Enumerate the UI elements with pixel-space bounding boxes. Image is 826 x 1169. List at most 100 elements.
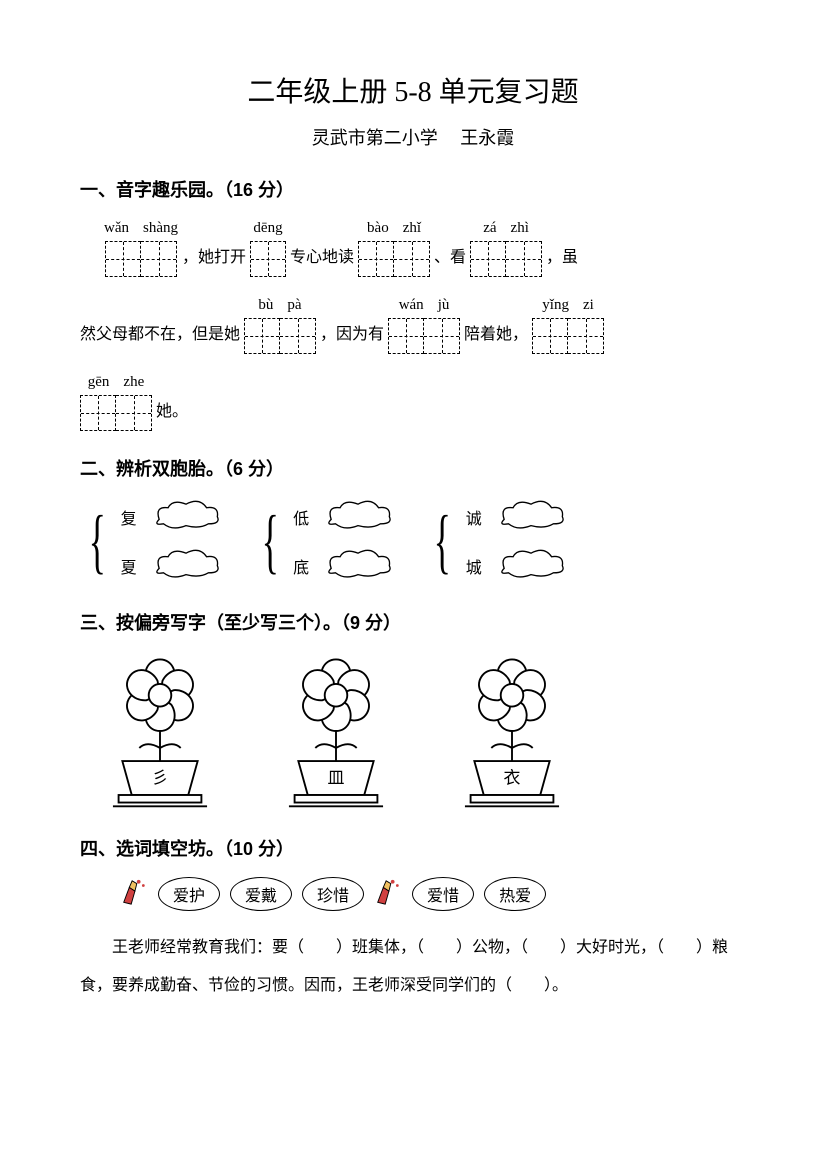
char-cell[interactable] bbox=[80, 395, 116, 431]
char-cell[interactable] bbox=[116, 395, 152, 431]
pair-char: 低 bbox=[293, 505, 309, 529]
author-name: 王永霞 bbox=[460, 128, 514, 148]
flower-pot[interactable]: 衣 bbox=[442, 651, 582, 811]
char-grid[interactable] bbox=[358, 241, 430, 277]
char-cell[interactable] bbox=[358, 241, 394, 277]
pair-column: 低底 bbox=[293, 497, 401, 585]
s1-line-3: gēnzhe 她。 bbox=[80, 372, 746, 431]
crayon-decoration bbox=[120, 878, 148, 911]
wordbank-word: 珍惜 bbox=[302, 877, 364, 911]
brace-icon: { bbox=[89, 505, 106, 577]
wordbank-word: 热爱 bbox=[484, 877, 546, 911]
pair-row: 底 bbox=[293, 546, 401, 585]
wordbank-word: 爱护 bbox=[158, 877, 220, 911]
wordbank-word: 爱惜 bbox=[412, 877, 474, 911]
answer-cloud[interactable] bbox=[488, 497, 574, 536]
char-cell[interactable] bbox=[568, 318, 604, 354]
char-grid[interactable] bbox=[388, 318, 460, 354]
pair-row: 夏 bbox=[121, 546, 229, 585]
inline-text: ，她打开 bbox=[182, 247, 246, 277]
char-cell[interactable] bbox=[424, 318, 460, 354]
crayon-decoration bbox=[374, 878, 402, 911]
page-subtitle: 灵武市第二小学 王永霞 bbox=[80, 124, 746, 150]
pinyin-syllable: wǎn bbox=[104, 218, 129, 239]
pinyin-box: gēnzhe bbox=[80, 372, 152, 431]
char-grid[interactable] bbox=[105, 241, 177, 277]
char-cell[interactable] bbox=[394, 241, 430, 277]
pair-char: 城 bbox=[466, 554, 482, 578]
inline-text: ，虽 bbox=[546, 247, 578, 277]
pinyin-syllable: shàng bbox=[143, 218, 178, 239]
char-grid[interactable] bbox=[250, 241, 286, 277]
char-cell[interactable] bbox=[506, 241, 542, 277]
pinyin-syllable: zhe bbox=[123, 372, 144, 393]
answer-cloud[interactable] bbox=[143, 497, 229, 536]
pinyin-syllable: dēng bbox=[253, 218, 282, 239]
pinyin-row: yǐngzi bbox=[542, 295, 594, 316]
page-title: 二年级上册 5-8 单元复习题 bbox=[80, 70, 746, 110]
char-cell[interactable] bbox=[470, 241, 506, 277]
char-cell[interactable] bbox=[280, 318, 316, 354]
char-cell[interactable] bbox=[250, 241, 286, 277]
pinyin-row: dēng bbox=[253, 218, 282, 239]
s4-wordbank: 爱护爱戴珍惜 爱惜热爱 bbox=[120, 877, 746, 911]
brace-icon: { bbox=[261, 505, 278, 577]
section-2-heading: 二、辨析双胞胎。（6 分） bbox=[80, 455, 746, 481]
pinyin-row: gēnzhe bbox=[88, 372, 145, 393]
char-cell[interactable] bbox=[141, 241, 177, 277]
pair-row: 诚 bbox=[466, 497, 574, 536]
pinyin-syllable: zhǐ bbox=[403, 218, 421, 239]
answer-cloud[interactable] bbox=[488, 546, 574, 585]
cloud-icon bbox=[488, 497, 574, 531]
char-grid[interactable] bbox=[532, 318, 604, 354]
pair-row: 城 bbox=[466, 546, 574, 585]
radical-label: 衣 bbox=[504, 769, 521, 788]
pinyin-box: yǐngzi bbox=[532, 295, 604, 354]
inline-text: 陪着她， bbox=[464, 324, 528, 354]
pinyin-syllable: wán bbox=[399, 295, 424, 316]
pinyin-syllable: bào bbox=[367, 218, 389, 239]
school-name: 灵武市第二小学 bbox=[312, 128, 438, 148]
char-grid[interactable] bbox=[244, 318, 316, 354]
pinyin-box: bàozhǐ bbox=[358, 218, 430, 277]
cloud-icon bbox=[143, 497, 229, 531]
pinyin-row: zázhì bbox=[483, 218, 529, 239]
char-cell[interactable] bbox=[532, 318, 568, 354]
pinyin-box: dēng bbox=[250, 218, 286, 277]
radical-label: 彡 bbox=[152, 769, 169, 788]
s3-flowers: 彡 皿 衣 bbox=[90, 651, 746, 811]
pinyin-row: bùpà bbox=[258, 295, 301, 316]
char-pair: { 诚城 bbox=[425, 497, 574, 585]
pair-char: 复 bbox=[121, 505, 137, 529]
char-cell[interactable] bbox=[244, 318, 280, 354]
radical-label: 皿 bbox=[328, 769, 345, 788]
pair-char: 夏 bbox=[121, 554, 137, 578]
pinyin-row: wánjù bbox=[399, 295, 450, 316]
answer-cloud[interactable] bbox=[315, 546, 401, 585]
flower-pot[interactable]: 彡 bbox=[90, 651, 230, 811]
answer-cloud[interactable] bbox=[143, 546, 229, 585]
inline-text: 、看 bbox=[434, 247, 466, 277]
pinyin-syllable: yǐng bbox=[542, 295, 569, 316]
answer-cloud[interactable] bbox=[315, 497, 401, 536]
brace-icon: { bbox=[434, 505, 451, 577]
char-cell[interactable] bbox=[105, 241, 141, 277]
pair-row: 复 bbox=[121, 497, 229, 536]
char-grid[interactable] bbox=[80, 395, 152, 431]
pinyin-box: wánjù bbox=[388, 295, 460, 354]
crayon-icon bbox=[120, 878, 148, 906]
s1-line-1: wǎn shàng，她打开 dēng 专心地读 bàozhǐ 、看 zázhì ，虽 bbox=[104, 218, 746, 277]
pinyin-syllable: pà bbox=[287, 295, 301, 316]
char-cell[interactable] bbox=[388, 318, 424, 354]
flower-icon: 皿 bbox=[266, 651, 406, 811]
inline-text: 她。 bbox=[156, 401, 188, 431]
section-3-heading: 三、按偏旁写字（至少写三个）。（9 分） bbox=[80, 609, 746, 635]
pinyin-syllable: jù bbox=[438, 295, 450, 316]
char-grid[interactable] bbox=[470, 241, 542, 277]
pinyin-row: bàozhǐ bbox=[367, 218, 421, 239]
inline-text: 专心地读 bbox=[290, 247, 354, 277]
pinyin-box: wǎn shàng bbox=[104, 218, 178, 277]
s1-line-2: 然父母都不在，但是她bùpà ，因为有wánjù 陪着她，yǐngzi bbox=[80, 295, 746, 354]
pair-row: 低 bbox=[293, 497, 401, 536]
flower-pot[interactable]: 皿 bbox=[266, 651, 406, 811]
